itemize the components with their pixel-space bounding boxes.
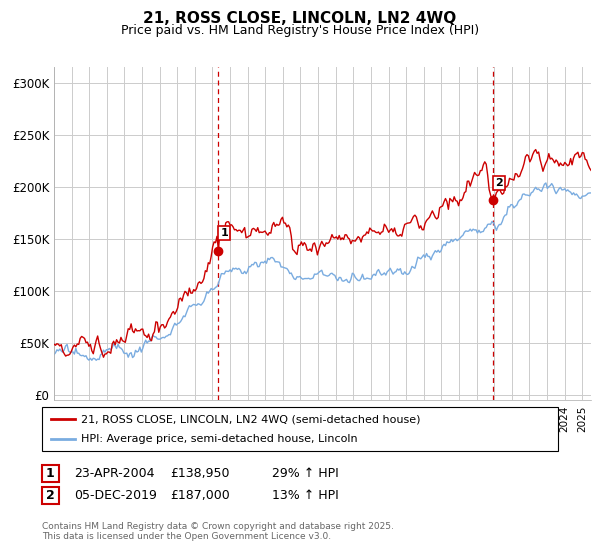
Text: 23-APR-2004: 23-APR-2004	[74, 466, 154, 480]
Text: 2: 2	[496, 178, 503, 188]
Text: 21, ROSS CLOSE, LINCOLN, LN2 4WQ (semi-detached house): 21, ROSS CLOSE, LINCOLN, LN2 4WQ (semi-d…	[81, 414, 421, 424]
Text: £187,000: £187,000	[170, 489, 230, 502]
Text: 21, ROSS CLOSE, LINCOLN, LN2 4WQ: 21, ROSS CLOSE, LINCOLN, LN2 4WQ	[143, 11, 457, 26]
Text: HPI: Average price, semi-detached house, Lincoln: HPI: Average price, semi-detached house,…	[81, 433, 358, 444]
Text: Price paid vs. HM Land Registry's House Price Index (HPI): Price paid vs. HM Land Registry's House …	[121, 24, 479, 36]
Text: £138,950: £138,950	[170, 466, 229, 480]
Text: 29% ↑ HPI: 29% ↑ HPI	[272, 466, 338, 480]
Text: 2: 2	[46, 489, 55, 502]
Text: 1: 1	[46, 466, 55, 480]
Text: 1: 1	[220, 228, 228, 238]
Text: 13% ↑ HPI: 13% ↑ HPI	[272, 489, 338, 502]
Text: Contains HM Land Registry data © Crown copyright and database right 2025.
This d: Contains HM Land Registry data © Crown c…	[42, 522, 394, 542]
Text: 05-DEC-2019: 05-DEC-2019	[74, 489, 157, 502]
